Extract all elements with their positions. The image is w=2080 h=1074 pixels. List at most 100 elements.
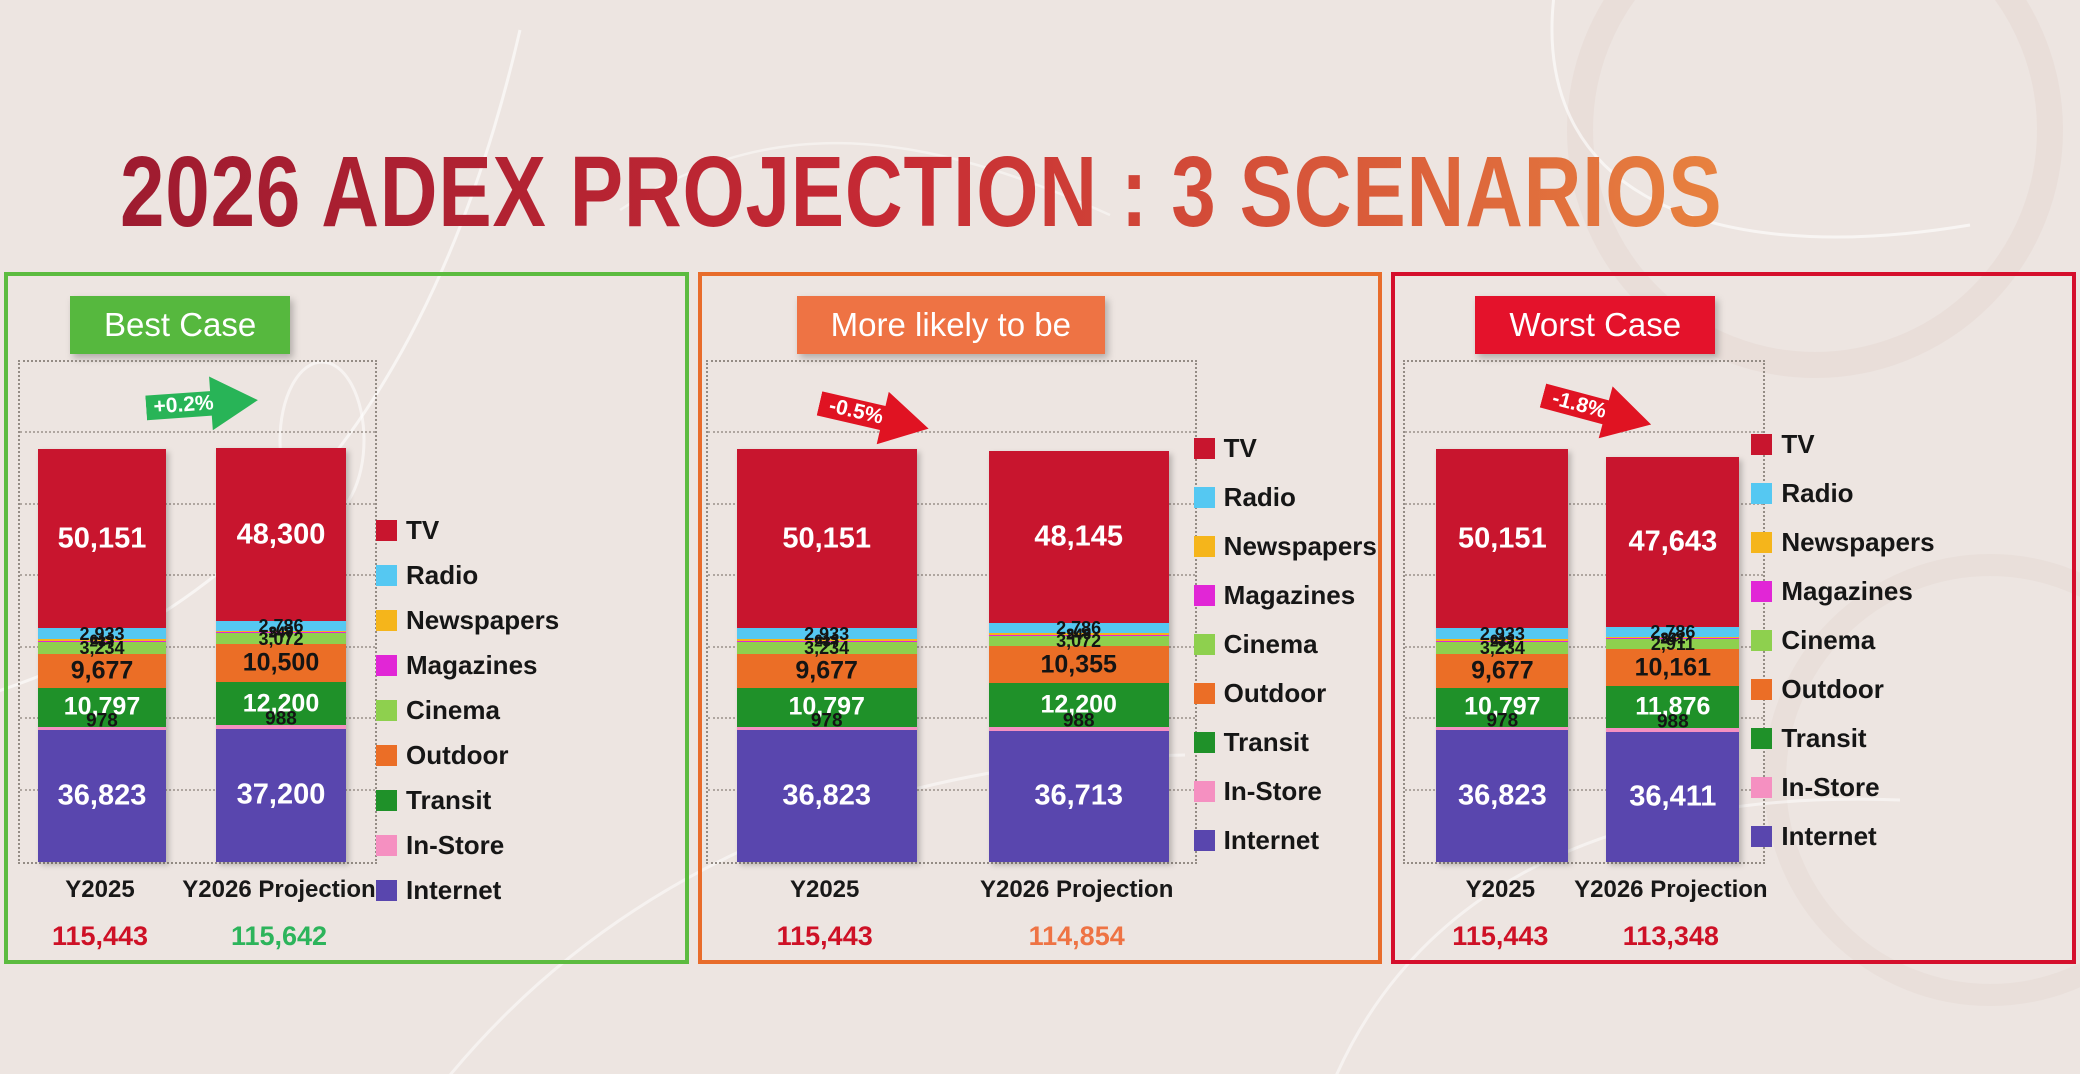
x-axis-labels: Y2025 Y2026 Projection	[8, 876, 685, 906]
segment-radio: 2,933	[736, 625, 917, 643]
gridline	[20, 645, 375, 648]
segment-in-store: 988	[216, 710, 346, 729]
segment-outdoor: 10,500	[216, 644, 346, 682]
segment-value-label: 9,677	[70, 656, 134, 685]
legend-swatch	[376, 520, 397, 541]
legend-item-transit: Transit	[1751, 714, 1934, 763]
scenario-banner: Best Case	[70, 296, 291, 354]
chart-plot-area: 36,823 978 10,797 9,677 3,234 237 613 2,933 50,1…	[18, 360, 377, 864]
gridline	[20, 717, 375, 720]
legend-swatch	[1193, 781, 1215, 802]
legend-label: Radio	[1223, 482, 1296, 512]
segment-internet: 36,411	[1606, 731, 1740, 862]
stacked-bar-y2026-projection: 36,713 988 12,200 10,355 3,072 246 349 2,786 48,…	[988, 362, 1169, 862]
legend-swatch	[376, 835, 397, 856]
legend-label: Magazines	[406, 650, 538, 680]
segment-value-label: 2,786	[1056, 618, 1102, 639]
segment-value-label: 48,145	[1034, 520, 1124, 553]
legend-label: Cinema	[1781, 625, 1876, 655]
segment-internet: 37,200	[216, 728, 346, 862]
legend-swatch	[376, 700, 397, 721]
segment-value-label: 978	[1486, 710, 1519, 732]
legend-label: TV	[1781, 429, 1815, 459]
gridline	[20, 431, 375, 434]
legend-label: Magazines	[1781, 576, 1913, 606]
legend-item-tv: TV	[1193, 424, 1377, 473]
segment-value-label: 613	[89, 631, 115, 649]
segment-magazines: 237	[38, 634, 166, 649]
segment-radio: 2,786	[988, 619, 1169, 637]
segment-radio: 2,933	[1436, 625, 1569, 643]
legend-item-outdoor: Outdoor	[1193, 669, 1377, 718]
scenario-banner: Worst Case	[1475, 296, 1716, 354]
legend-label: Radio	[1781, 478, 1854, 508]
totals-row: 115,443 113,348	[1395, 921, 2072, 951]
x-axis-label-y2026: Y2026 Projection	[979, 876, 1174, 903]
segment-value-label: 2,933	[1479, 623, 1525, 644]
gridline	[707, 574, 1195, 577]
legend-swatch	[1193, 487, 1215, 508]
segment-value-label: 2,933	[804, 623, 850, 644]
segment-value-label: 3,072	[1056, 630, 1102, 651]
legend-item-in-store: In-Store	[1751, 763, 1934, 812]
legend-label: In-Store	[1781, 772, 1880, 802]
legend-label: Transit	[1223, 727, 1309, 757]
segment-value-label: 9,677	[795, 656, 858, 685]
stacked-bar-y2026-projection: 37,200 988 12,200 10,500 3,072 247 349 2,786 48,…	[216, 362, 346, 862]
segment-transit: 11,876	[1606, 685, 1740, 729]
segment-radio: 2,933	[38, 625, 166, 643]
segment-value-label: 47,643	[1628, 525, 1718, 558]
total-y2025: 115,443	[776, 921, 873, 951]
legend-item-internet: Internet	[1193, 816, 1377, 865]
x-axis-label-y2026: Y2026 Projection	[182, 876, 376, 903]
slide-title: 2026 ADEX PROJECTION : 3 SCENARIOS	[120, 136, 1723, 248]
segment-value-label: 10,797	[1464, 692, 1541, 721]
segment-outdoor: 10,355	[988, 646, 1169, 684]
segment-magazines: 247	[216, 625, 346, 640]
legend-item-magazines: Magazines	[376, 643, 559, 688]
legend-swatch	[1193, 438, 1215, 459]
legend-label: Outdoor	[406, 740, 509, 770]
legend-label: Radio	[406, 560, 479, 590]
segment-value-label: 36,823	[1457, 779, 1547, 812]
scenario-panels: Best Case 36,823 978 10,797 9,677 3,234 237 61…	[4, 272, 2077, 964]
legend-swatch	[1751, 483, 1773, 504]
segment-value-label: 11,876	[1635, 692, 1711, 721]
segment-radio: 2,786	[1606, 623, 1740, 641]
segment-newspapers: 613	[1436, 633, 1569, 648]
x-axis-label-y2025: Y2025	[65, 876, 135, 903]
legend-swatch	[1751, 630, 1773, 651]
legend-swatch	[1751, 826, 1773, 847]
legend-label: Internet	[1781, 821, 1877, 851]
legend-label: In-Store	[1223, 776, 1322, 806]
legend-label: In-Store	[406, 830, 505, 860]
segment-value-label: 978	[86, 710, 118, 732]
panel-more-likely: More likely to be 36,823 978 10,797 9,677 3,…	[697, 272, 1383, 964]
legend-item-internet: Internet	[376, 868, 559, 913]
segment-value-label: 2,786	[1650, 621, 1696, 642]
segment-magazines: 246	[988, 628, 1169, 643]
segment-magazines: 237	[736, 634, 917, 649]
legend-label: Internet	[1223, 825, 1320, 855]
legend-swatch	[1193, 536, 1215, 557]
legend-swatch	[1193, 683, 1215, 704]
legend-label: TV	[1223, 433, 1257, 463]
legend-item-in-store: In-Store	[1193, 767, 1377, 816]
legend-item-internet: Internet	[1751, 812, 1934, 861]
segment-cinema: 3,072	[988, 632, 1169, 650]
segment-value-label: 247	[268, 624, 294, 642]
stacked-bar-y2025: 36,823 978 10,797 9,677 3,234 237 613 2,933 50,1…	[736, 362, 917, 862]
segment-value-label: 3,234	[1479, 637, 1525, 658]
legend-item-transit: Transit	[376, 778, 559, 823]
segment-value-label: 36,823	[57, 779, 147, 812]
segment-value-label: 978	[810, 710, 843, 732]
segment-outdoor: 9,677	[1436, 653, 1569, 689]
legend-item-transit: Transit	[1193, 718, 1377, 767]
totals-row: 115,443 115,642	[8, 921, 685, 951]
panel-best-case: Best Case 36,823 978 10,797 9,677 3,234 237 61…	[4, 272, 689, 964]
legend-swatch	[1193, 732, 1215, 753]
legend-item-radio: Radio	[376, 553, 559, 598]
segment-value-label: 349	[1066, 625, 1092, 643]
segment-cinema: 3,234	[1436, 637, 1569, 658]
segment-value-label: 36,411	[1629, 780, 1717, 813]
